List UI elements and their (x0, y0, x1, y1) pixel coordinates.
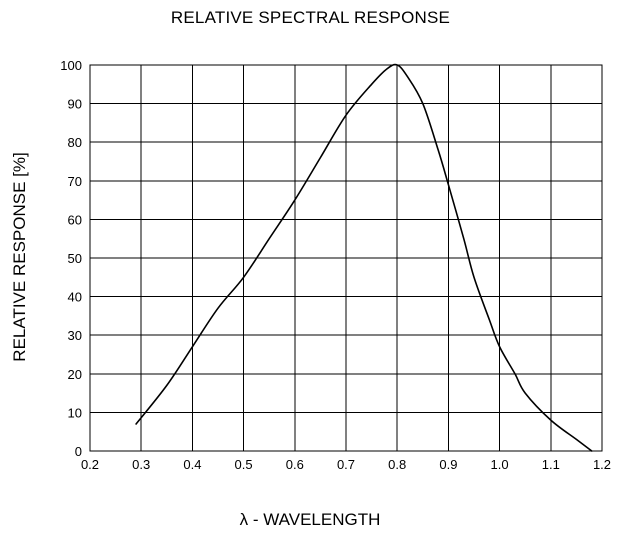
x-tick-label: 0.7 (337, 457, 355, 472)
x-tick-label: 0.3 (132, 457, 150, 472)
x-tick-labels: 0.2 0.3 0.4 0.5 0.6 0.7 0.8 0.9 1.0 1.1 1.2 (81, 457, 611, 472)
y-tick-label: 20 (68, 367, 82, 382)
y-tick-label: 10 (68, 405, 82, 420)
x-tick-label: 0.6 (286, 457, 304, 472)
y-tick-label: 40 (68, 290, 82, 305)
y-tick-label: 80 (68, 135, 82, 150)
x-tick-label: 0.2 (81, 457, 99, 472)
series-layer (135, 63, 593, 452)
y-tick-label: 30 (68, 328, 82, 343)
y-tick-label: 0 (75, 444, 82, 459)
x-axis-title: λ - WAVELENGTH (240, 510, 381, 529)
x-tick-label: 1.0 (491, 457, 509, 472)
response-curve-line (135, 63, 593, 452)
x-tick-label: 0.8 (388, 457, 406, 472)
y-tick-label: 90 (68, 97, 82, 112)
y-axis-title: RELATIVE RESPONSE [%] (10, 152, 29, 361)
x-tick-label: 0.5 (235, 457, 253, 472)
x-tick-label: 0.4 (183, 457, 201, 472)
chart-title: RELATIVE SPECTRAL RESPONSE (170, 8, 451, 27)
y-tick-label: 70 (68, 174, 82, 189)
plot-frame (89, 64, 603, 452)
y-tick-label: 60 (68, 212, 82, 227)
x-tick-label: 1.1 (542, 457, 560, 472)
y-tick-label: 50 (68, 251, 82, 266)
y-tick-labels: 0 10 20 30 40 50 60 70 80 90 100 (60, 58, 82, 459)
x-tick-label: 0.9 (439, 457, 457, 472)
x-tick-label: 1.2 (593, 457, 611, 472)
y-tick-label: 100 (60, 58, 82, 73)
